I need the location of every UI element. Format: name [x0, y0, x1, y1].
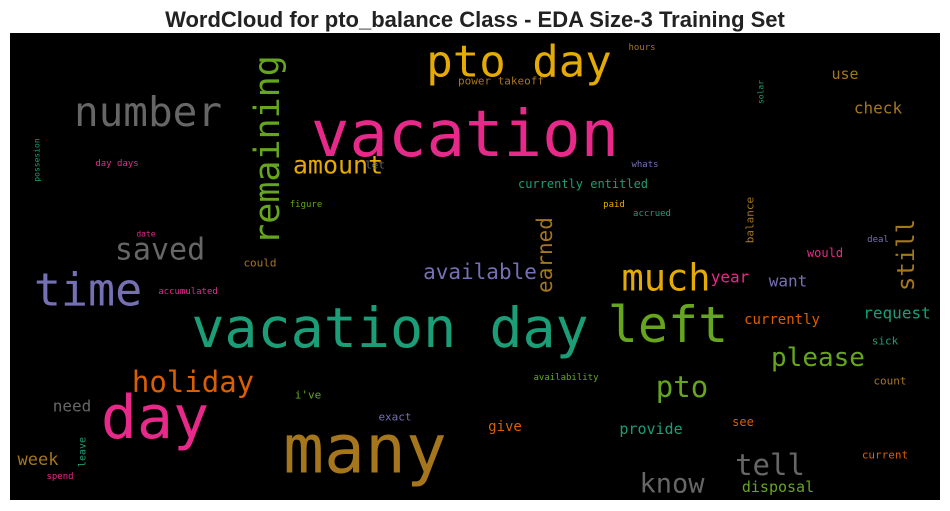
word: power takeoff	[458, 75, 544, 88]
word: day days	[95, 159, 138, 169]
word: give	[488, 419, 522, 435]
word: currently	[744, 312, 820, 328]
chart-title: WordCloud for pto_balance Class - EDA Si…	[165, 7, 785, 32]
word: availability	[533, 373, 599, 383]
word: available	[423, 260, 537, 284]
word: possesion	[33, 138, 42, 182]
word: disposal	[742, 478, 814, 496]
word: saved	[115, 233, 205, 268]
word: pto	[656, 370, 708, 404]
cloud-background	[10, 33, 940, 500]
word: amount	[293, 151, 383, 180]
word: vacation day	[191, 296, 588, 360]
word: hours	[628, 43, 655, 53]
word: earned	[533, 217, 557, 293]
word: exact	[378, 411, 411, 424]
word: need	[53, 397, 92, 416]
word: tell	[735, 448, 805, 482]
word: currently entitled	[518, 177, 648, 191]
word: paid	[603, 200, 625, 210]
word: solar	[757, 80, 766, 104]
word: week	[18, 450, 59, 470]
word: provide	[619, 420, 682, 438]
word: please	[771, 343, 865, 373]
word: balance	[744, 197, 757, 243]
word: request	[863, 304, 930, 323]
word: date	[136, 230, 155, 239]
word: holiday	[132, 365, 254, 399]
word: sick	[872, 335, 899, 348]
word: still	[892, 219, 920, 291]
word: accumulated	[158, 287, 218, 297]
word: much	[621, 257, 710, 300]
word: see	[732, 415, 754, 429]
word: whats	[631, 160, 658, 170]
word: figure	[290, 200, 323, 210]
word: leave	[78, 437, 89, 467]
word: accrued	[633, 209, 671, 219]
word: pto day	[426, 37, 611, 88]
word: i've	[295, 389, 322, 402]
word: year	[711, 268, 750, 287]
word: left	[608, 296, 728, 354]
word: would	[807, 246, 843, 260]
word: vacation	[311, 98, 619, 172]
word: spend	[46, 472, 73, 482]
word: could	[243, 257, 276, 270]
word: let	[365, 159, 385, 172]
word: day	[101, 383, 209, 453]
word: count	[873, 375, 906, 388]
word: check	[854, 99, 903, 118]
word: use	[831, 65, 858, 83]
word: know	[639, 469, 705, 500]
word: deal	[867, 235, 889, 245]
word: current	[862, 449, 908, 462]
word: number	[74, 88, 222, 136]
word: many	[283, 411, 447, 490]
word: remaining	[248, 55, 288, 245]
word: time	[34, 264, 142, 317]
word: want	[769, 272, 808, 291]
